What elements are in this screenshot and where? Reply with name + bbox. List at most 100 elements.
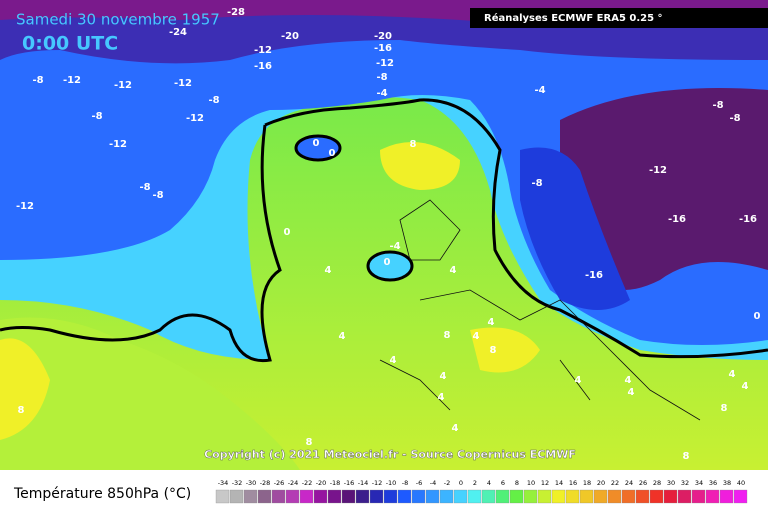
map-label: -8 bbox=[32, 75, 43, 86]
legend-label: 40 bbox=[737, 479, 745, 487]
legend-label: 20 bbox=[597, 479, 605, 487]
map-label: 8 bbox=[410, 139, 417, 150]
map-label: -4 bbox=[534, 85, 545, 96]
map-label: 4 bbox=[575, 375, 582, 386]
map-label: -8 bbox=[91, 111, 102, 122]
map-label: -24 bbox=[169, 27, 187, 38]
legend-swatch bbox=[369, 489, 384, 504]
legend-swatch bbox=[271, 489, 286, 504]
map-label: 4 bbox=[452, 423, 459, 434]
legend-label: 12 bbox=[541, 479, 549, 487]
legend-label: 18 bbox=[583, 479, 591, 487]
map-label: -16 bbox=[374, 43, 392, 54]
map-label: -8 bbox=[712, 100, 723, 111]
map-label: -20 bbox=[374, 31, 392, 42]
legend-swatch bbox=[523, 489, 538, 504]
legend-swatch bbox=[635, 489, 650, 504]
legend-label: -34 bbox=[218, 479, 229, 487]
map-label: 8 bbox=[306, 437, 313, 448]
legend-label: 34 bbox=[695, 479, 703, 487]
map-label: 8 bbox=[444, 330, 451, 341]
legend-swatch bbox=[691, 489, 706, 504]
legend-label: 10 bbox=[527, 479, 535, 487]
map-label: -12 bbox=[109, 139, 127, 150]
legend-title: Température 850hPa (°C) bbox=[13, 486, 191, 502]
legend-swatch bbox=[495, 489, 510, 504]
map-label: 0 bbox=[329, 148, 336, 159]
legend-label: 8 bbox=[515, 479, 519, 487]
legend-swatch bbox=[565, 489, 580, 504]
legend-swatch bbox=[313, 489, 328, 504]
map-label: 0 bbox=[313, 138, 320, 149]
map-label: -4 bbox=[376, 88, 387, 99]
map-label: -16 bbox=[585, 270, 603, 281]
map-label: 4 bbox=[438, 392, 445, 403]
legend-label: -4 bbox=[430, 479, 436, 487]
legend-label: 22 bbox=[611, 479, 619, 487]
legend-swatch bbox=[425, 489, 440, 504]
legend-swatch bbox=[663, 489, 678, 504]
copyright: Copyright (c) 2021 Meteociel.fr - Source… bbox=[204, 448, 576, 461]
legend-label: 4 bbox=[487, 479, 491, 487]
map-label: -28 bbox=[227, 7, 245, 18]
legend-swatch bbox=[215, 489, 230, 504]
legend-label: 14 bbox=[555, 479, 563, 487]
legend-label: 38 bbox=[723, 479, 731, 487]
legend-swatch bbox=[677, 489, 692, 504]
map-label: 4 bbox=[450, 265, 457, 276]
map-label: 4 bbox=[473, 331, 480, 342]
legend-label: 36 bbox=[709, 479, 717, 487]
legend-label: 28 bbox=[653, 479, 661, 487]
map-label: 0 bbox=[754, 311, 761, 322]
legend-label: -32 bbox=[232, 479, 243, 487]
legend-swatch bbox=[439, 489, 454, 504]
map-label: -12 bbox=[254, 45, 272, 56]
legend-swatch bbox=[621, 489, 636, 504]
map-label: -8 bbox=[531, 178, 542, 189]
legend-swatch bbox=[607, 489, 622, 504]
legend-label: 32 bbox=[681, 479, 689, 487]
map-label: 4 bbox=[742, 381, 749, 392]
source-text: Réanalyses ECMWF ERA5 0.25 ° bbox=[484, 12, 663, 24]
legend-swatch bbox=[257, 489, 272, 504]
map-label: -16 bbox=[739, 214, 757, 225]
legend-swatch bbox=[355, 489, 370, 504]
map bbox=[0, 0, 768, 470]
map-label: -8 bbox=[729, 113, 740, 124]
legend-label: -24 bbox=[288, 479, 299, 487]
map-label: 4 bbox=[440, 371, 447, 382]
map-label: 8 bbox=[721, 403, 728, 414]
map-label: 0 bbox=[384, 257, 391, 268]
map-label: -12 bbox=[649, 165, 667, 176]
legend-label: -26 bbox=[274, 479, 285, 487]
map-label: -4 bbox=[389, 241, 400, 252]
map-label: -8 bbox=[208, 95, 219, 106]
legend-label: -30 bbox=[246, 479, 257, 487]
map-label: -12 bbox=[174, 78, 192, 89]
legend-swatch bbox=[579, 489, 594, 504]
legend-swatch bbox=[299, 489, 314, 504]
legend-swatch bbox=[481, 489, 496, 504]
legend-swatch bbox=[705, 489, 720, 504]
legend-swatch bbox=[243, 489, 258, 504]
map-label: 4 bbox=[628, 387, 635, 398]
map-label: -12 bbox=[63, 75, 81, 86]
map-label: 8 bbox=[490, 345, 497, 356]
map-label: -12 bbox=[16, 201, 34, 212]
legend-label: -10 bbox=[386, 479, 397, 487]
legend-swatch bbox=[397, 489, 412, 504]
map-label: 0 bbox=[284, 227, 291, 238]
legend-label: -20 bbox=[316, 479, 327, 487]
map-label: 4 bbox=[390, 355, 397, 366]
legend-label: -22 bbox=[302, 479, 313, 487]
legend-label: 2 bbox=[473, 479, 477, 487]
legend-label: -28 bbox=[260, 479, 271, 487]
legend-swatch bbox=[229, 489, 244, 504]
legend-swatch bbox=[341, 489, 356, 504]
legend-label: 16 bbox=[569, 479, 577, 487]
map-label: 8 bbox=[18, 405, 25, 416]
legend-label: -6 bbox=[416, 479, 422, 487]
map-label: -12 bbox=[376, 58, 394, 69]
map-label: -16 bbox=[254, 61, 272, 72]
